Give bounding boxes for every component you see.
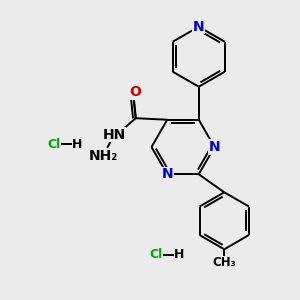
Text: N: N	[193, 20, 205, 34]
Text: CH₃: CH₃	[212, 256, 236, 269]
Text: Cl: Cl	[47, 137, 61, 151]
Text: N: N	[161, 167, 173, 181]
Text: O: O	[129, 85, 141, 99]
Text: N: N	[209, 140, 220, 154]
Text: H: H	[72, 137, 82, 151]
Text: NH₂: NH₂	[89, 149, 118, 163]
Text: H: H	[174, 248, 184, 262]
Text: HN: HN	[103, 128, 126, 142]
Text: Cl: Cl	[149, 248, 163, 262]
